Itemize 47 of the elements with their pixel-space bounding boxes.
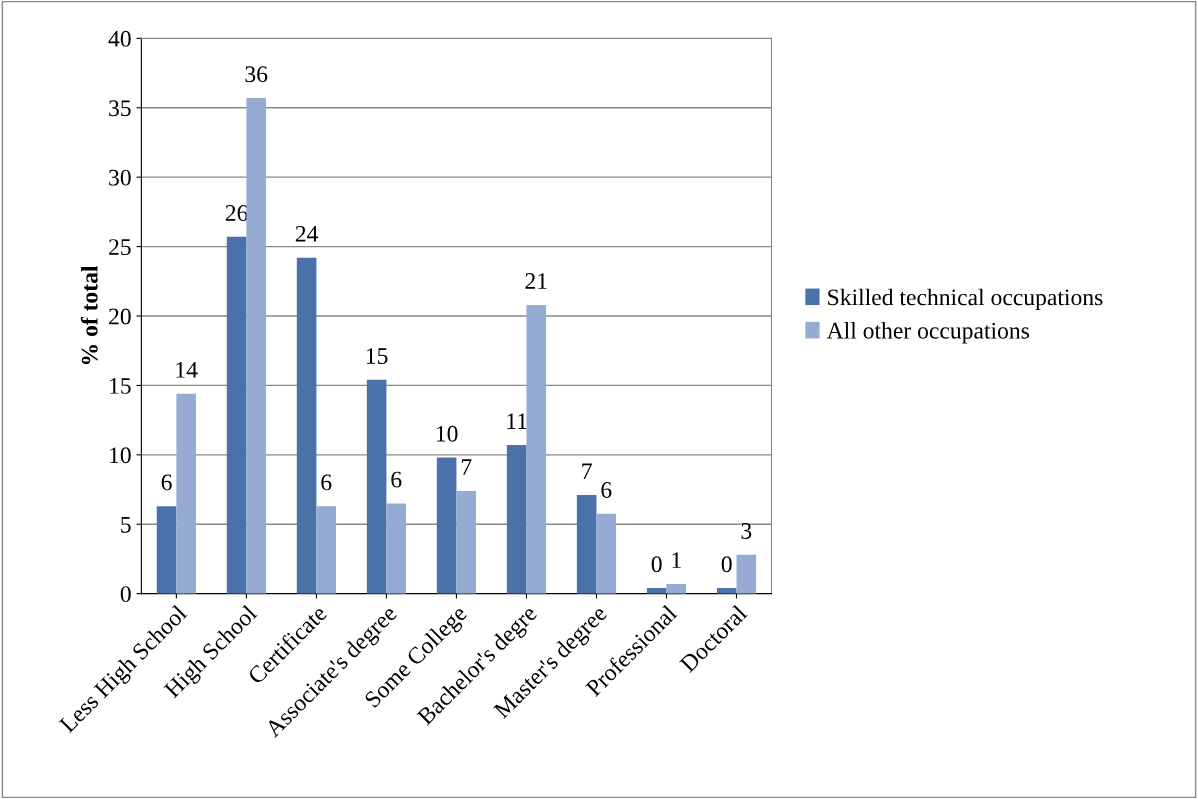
bar — [386, 503, 407, 594]
data-label: 6 — [161, 474, 172, 491]
data-label: 7 — [582, 463, 592, 479]
bar — [296, 257, 317, 594]
y-tick-label: 0 — [120, 586, 131, 603]
y-tick-label: 15 — [110, 378, 131, 394]
y-axis-title: % of total — [80, 265, 98, 365]
bar — [436, 457, 457, 594]
bar — [716, 588, 737, 594]
bar — [226, 236, 247, 594]
bar — [596, 513, 617, 594]
data-label: 6 — [601, 482, 612, 498]
data-label: 26 — [225, 205, 248, 221]
data-label: 36 — [245, 66, 268, 83]
data-label: 24 — [295, 225, 319, 242]
y-tick-label: 35 — [109, 100, 131, 117]
data-label: 6 — [321, 474, 332, 491]
legend-label: Skilled technical occupations — [828, 288, 1103, 311]
y-tick-label: 25 — [109, 239, 131, 256]
data-label: 6 — [391, 471, 402, 488]
data-label: 11 — [507, 413, 527, 429]
bar — [156, 506, 177, 594]
data-label: 14 — [176, 362, 198, 378]
data-label: 15 — [366, 348, 388, 364]
data-label: 1 — [672, 552, 681, 568]
bar — [316, 506, 337, 594]
bar — [456, 490, 477, 594]
y-tick-label: 20 — [109, 308, 131, 325]
bar — [246, 98, 266, 594]
data-label: 10 — [436, 425, 458, 442]
data-label: 3 — [741, 523, 752, 539]
data-label: 7 — [461, 459, 472, 475]
legend-label: All other occupations — [826, 322, 1030, 344]
bar — [176, 393, 196, 594]
y-tick-label: 5 — [121, 516, 131, 533]
y-tick-label: 40 — [108, 30, 131, 47]
y-tick-label: 30 — [109, 169, 131, 186]
data-label: 0 — [721, 556, 732, 573]
bar — [576, 495, 597, 594]
bar — [736, 554, 757, 594]
data-label: 0 — [651, 556, 662, 573]
data-label: 21 — [525, 273, 547, 289]
bar — [526, 304, 547, 594]
bar — [506, 445, 527, 594]
y-tick-label: 10 — [110, 447, 131, 464]
bar — [666, 583, 687, 594]
bar — [366, 379, 387, 594]
